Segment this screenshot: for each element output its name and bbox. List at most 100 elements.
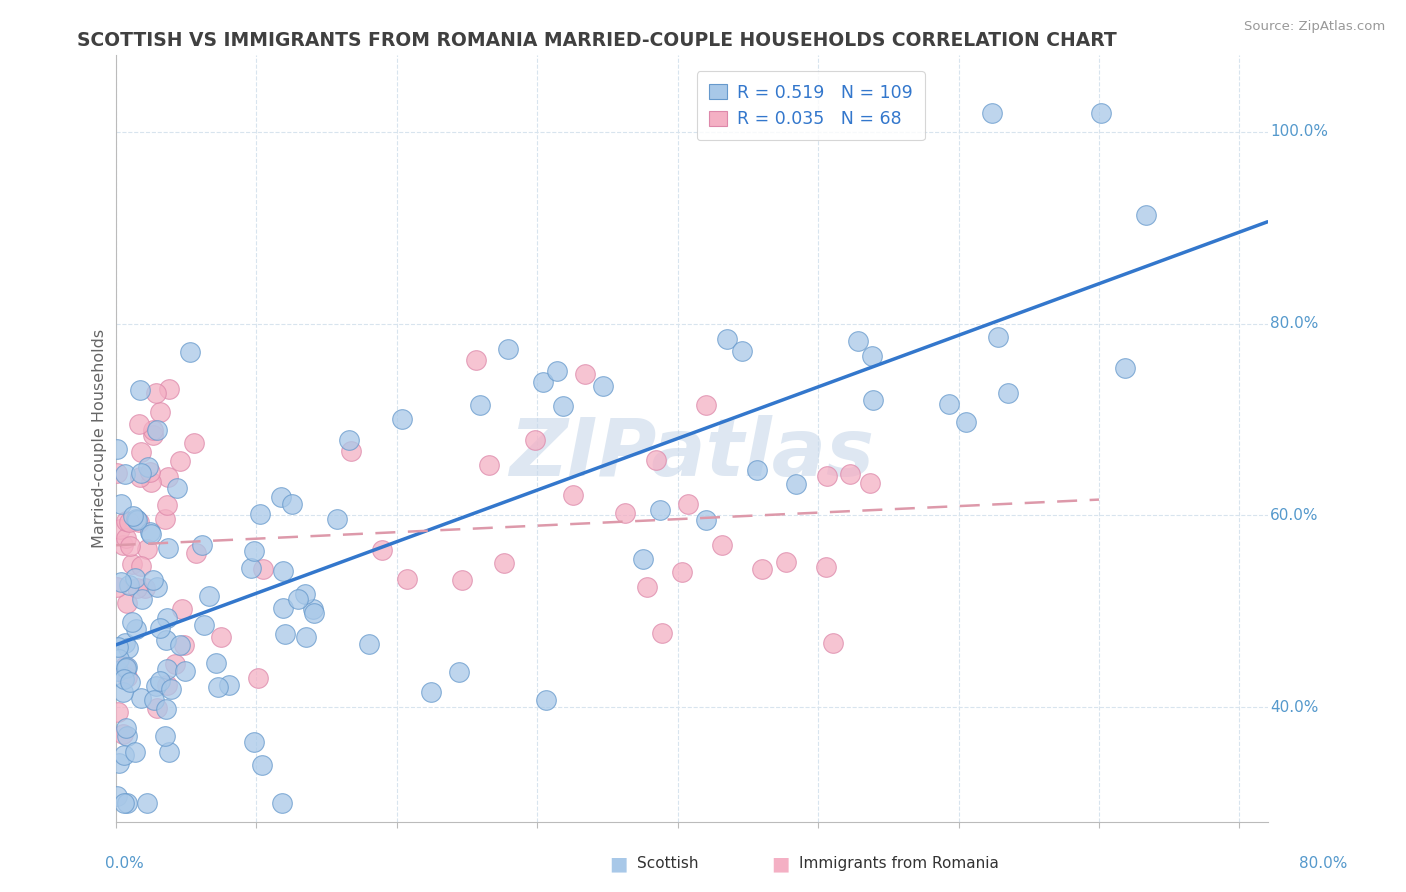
Point (546, 364, 568, 378)
Point (149, 404, 172, 418)
Text: 100.0%: 100.0% (1270, 124, 1327, 139)
Point (197, 589, 219, 603)
Point (155, 702, 177, 716)
Point (118, 516, 141, 530)
Point (183, 435, 205, 450)
Point (860, 349, 883, 363)
Point (986, 330, 1008, 344)
Point (124, 745, 146, 759)
Point (451, 573, 474, 587)
Point (592, 378, 614, 392)
Point (156, 678, 179, 692)
Point (287, 592, 309, 607)
Point (142, 424, 165, 438)
Point (862, 392, 884, 407)
Point (1135, 208, 1157, 222)
Point (156, 611, 179, 625)
Text: ■: ■ (609, 854, 628, 873)
Point (115, 796, 138, 810)
Point (138, 465, 160, 479)
Point (179, 344, 201, 359)
Point (143, 693, 166, 707)
Point (134, 581, 156, 595)
Point (141, 527, 163, 541)
Text: ■: ■ (770, 854, 790, 873)
Point (294, 630, 316, 644)
Point (125, 513, 148, 527)
Point (562, 488, 585, 502)
Point (114, 659, 136, 673)
Point (112, 673, 135, 687)
Point (118, 539, 141, 553)
Text: ZIPatlas: ZIPatlas (509, 415, 875, 493)
Point (695, 398, 717, 412)
Point (173, 665, 195, 679)
Point (110, 497, 132, 511)
Point (711, 538, 734, 552)
Legend: R = 0.519   N = 109, R = 0.035   N = 68: R = 0.519 N = 109, R = 0.035 N = 68 (697, 71, 925, 140)
Point (340, 444, 363, 458)
Point (114, 636, 136, 650)
Point (209, 630, 232, 644)
Point (357, 637, 380, 651)
Point (112, 538, 135, 552)
Point (131, 591, 153, 606)
Text: 60.0%: 60.0% (1270, 508, 1319, 523)
Point (117, 640, 139, 655)
Point (651, 626, 673, 640)
Point (153, 511, 176, 525)
Point (115, 659, 138, 673)
Point (160, 681, 183, 696)
Point (823, 636, 845, 650)
Point (524, 433, 547, 447)
Point (326, 511, 349, 525)
Point (105, 466, 128, 480)
Point (650, 503, 672, 517)
Point (118, 578, 141, 592)
Point (242, 734, 264, 748)
Point (242, 543, 264, 558)
Point (115, 661, 138, 675)
Point (146, 700, 169, 714)
Point (218, 678, 240, 692)
Point (108, 651, 131, 665)
Point (938, 397, 960, 411)
Point (191, 538, 214, 552)
Point (145, 679, 167, 693)
Point (172, 602, 194, 616)
Point (631, 551, 654, 566)
Point (108, 756, 131, 770)
Point (139, 524, 162, 539)
Point (294, 587, 316, 601)
Point (955, 415, 977, 429)
Point (157, 745, 180, 759)
Point (139, 475, 162, 489)
Point (111, 727, 134, 741)
Point (371, 543, 394, 558)
Point (146, 423, 169, 437)
Point (193, 618, 215, 632)
Point (613, 506, 636, 520)
Text: Scottish: Scottish (637, 856, 699, 871)
Point (271, 796, 294, 810)
Point (125, 622, 148, 636)
Point (645, 453, 668, 467)
Point (115, 729, 138, 743)
Point (391, 412, 413, 426)
Point (273, 564, 295, 578)
Point (112, 747, 135, 762)
Point (156, 662, 179, 676)
Point (169, 638, 191, 652)
Point (551, 399, 574, 413)
Point (136, 796, 159, 810)
Point (131, 559, 153, 574)
Point (157, 382, 180, 396)
Point (165, 657, 187, 671)
Point (125, 512, 148, 526)
Point (129, 691, 152, 706)
Point (157, 541, 180, 556)
Point (128, 417, 150, 432)
Point (107, 640, 129, 654)
Point (155, 633, 177, 648)
Point (110, 574, 132, 589)
